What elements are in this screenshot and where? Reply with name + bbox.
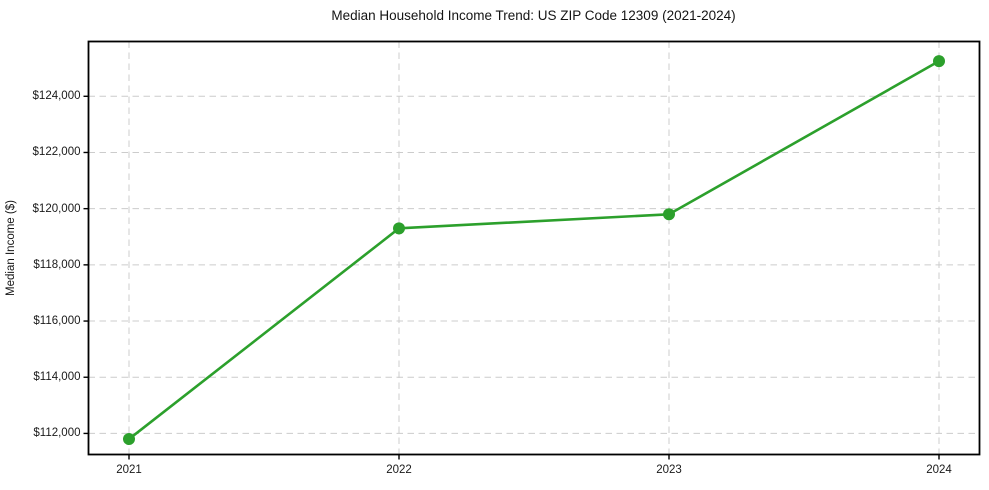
data-series [123,55,945,446]
data-line [127,59,941,441]
axis-tick-marks [83,95,940,460]
x-tick-label: 2023 [656,463,682,476]
data-point-marker [393,222,405,235]
y-tick-label: $124,000 [32,90,81,103]
data-point-marker [123,433,135,446]
x-tick-label: 2024 [926,463,952,476]
x-tick-label: 2021 [116,463,142,476]
y-tick-label: $122,000 [32,146,81,159]
x-tick-label: 2022 [386,463,412,476]
data-point-marker [663,208,675,221]
plot-border [87,40,981,456]
y-tick-label: $116,000 [33,315,81,328]
data-point-marker [933,55,945,68]
chart-title: Median Household Income Trend: US ZIP Co… [331,8,736,23]
y-tick-label: $112,000 [33,427,81,440]
y-tick-label: $120,000 [32,202,81,215]
y-tick-label: $114,000 [33,371,81,384]
y-tick-label: $118,000 [33,258,81,271]
gridlines [88,41,980,455]
